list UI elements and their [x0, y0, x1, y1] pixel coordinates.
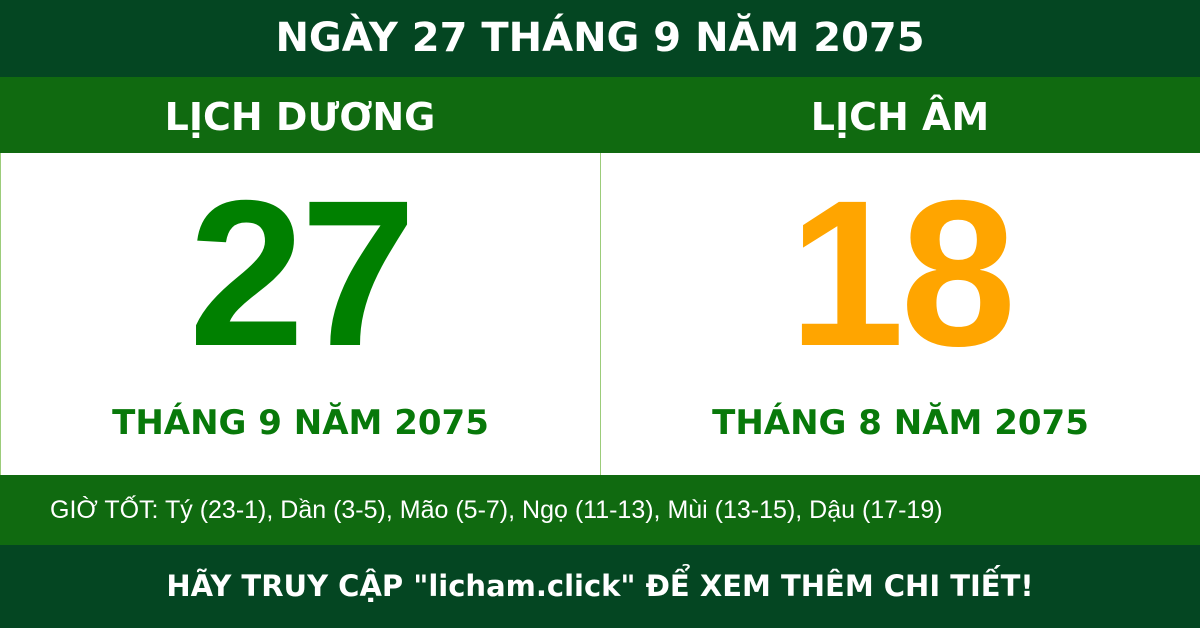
footer-cta: HÃY TRUY CẬP "licham.click" ĐỂ XEM THÊM … — [0, 545, 1200, 628]
solar-day: 27 — [188, 158, 416, 390]
lunar-day: 18 — [788, 158, 1016, 390]
calendar-headers: LỊCH DƯƠNG LỊCH ÂM — [0, 77, 1200, 153]
good-hours: GIỜ TỐT: Tý (23-1), Dần (3-5), Mão (5-7)… — [0, 475, 1200, 545]
lunar-column: 18 THÁNG 8 NĂM 2075 — [601, 153, 1200, 475]
lunar-calendar-label: LỊCH ÂM — [810, 95, 990, 139]
solar-column: 27 THÁNG 9 NĂM 2075 — [1, 153, 601, 475]
calendar-body: 27 THÁNG 9 NĂM 2075 18 THÁNG 8 NĂM 2075 — [0, 153, 1200, 475]
page-title: NGÀY 27 THÁNG 9 NĂM 2075 — [0, 0, 1200, 77]
solar-calendar-label: LỊCH DƯƠNG — [164, 95, 436, 139]
lunar-month-year: THÁNG 8 NĂM 2075 — [712, 403, 1089, 443]
solar-month-year: THÁNG 9 NĂM 2075 — [112, 403, 489, 443]
